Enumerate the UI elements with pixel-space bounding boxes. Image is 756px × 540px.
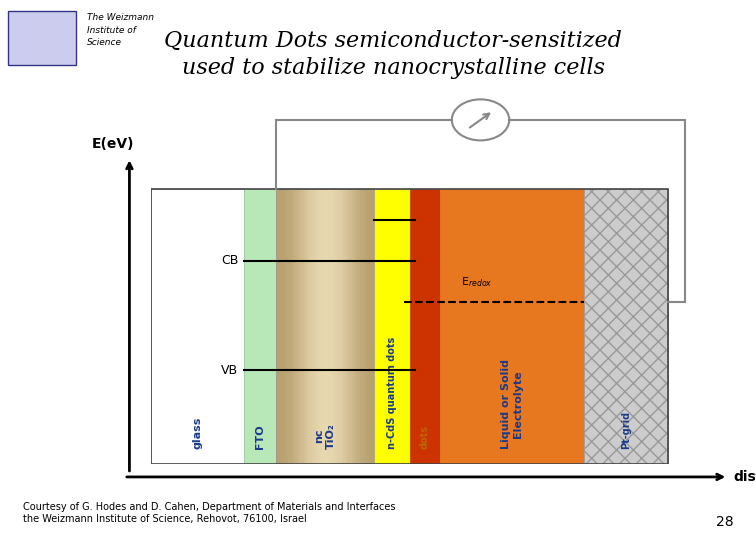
- Bar: [314, 189, 316, 464]
- Bar: [304, 189, 306, 464]
- Bar: [364, 189, 367, 464]
- Bar: [355, 189, 357, 464]
- Bar: [287, 189, 288, 464]
- Bar: [309, 189, 311, 464]
- Text: E(eV): E(eV): [91, 137, 135, 151]
- Bar: [329, 189, 331, 464]
- Text: E$_{redox}$: E$_{redox}$: [461, 275, 493, 289]
- Bar: [315, 189, 318, 464]
- Bar: [281, 189, 284, 464]
- Bar: [346, 189, 349, 464]
- Text: Science: Science: [87, 38, 122, 48]
- Bar: [305, 189, 308, 464]
- Bar: [371, 189, 373, 464]
- Bar: [321, 189, 323, 464]
- Bar: [296, 189, 298, 464]
- Text: FTO: FTO: [255, 424, 265, 449]
- Bar: [363, 189, 365, 464]
- Text: CB: CB: [221, 254, 238, 267]
- Bar: [298, 189, 300, 464]
- Bar: [333, 189, 336, 464]
- Bar: [293, 189, 295, 464]
- Bar: [294, 189, 296, 464]
- Bar: [319, 189, 321, 464]
- Bar: [278, 189, 280, 464]
- Bar: [280, 189, 282, 464]
- Bar: [290, 189, 292, 464]
- Bar: [368, 189, 370, 464]
- Bar: [291, 189, 293, 464]
- Text: The Weizmann: The Weizmann: [87, 14, 154, 23]
- Bar: [301, 189, 303, 464]
- Bar: [584, 189, 668, 464]
- Bar: [352, 189, 354, 464]
- Bar: [342, 189, 344, 464]
- Bar: [277, 189, 374, 464]
- Bar: [308, 189, 310, 464]
- Text: distance: distance: [733, 470, 756, 484]
- Bar: [353, 189, 355, 464]
- Bar: [366, 189, 368, 464]
- Bar: [373, 189, 375, 464]
- Bar: [339, 189, 341, 464]
- Bar: [283, 189, 285, 464]
- Bar: [335, 189, 337, 464]
- Bar: [284, 189, 287, 464]
- Text: Courtesy of G. Hodes and D. Cahen, Department of Materials and Interfaces
the We: Courtesy of G. Hodes and D. Cahen, Depar…: [23, 502, 395, 524]
- Bar: [410, 189, 440, 464]
- Bar: [349, 189, 351, 464]
- Bar: [340, 189, 342, 464]
- Text: Pt-grid: Pt-grid: [621, 410, 631, 449]
- Bar: [332, 189, 334, 464]
- Bar: [277, 189, 278, 464]
- Bar: [345, 189, 347, 464]
- Bar: [374, 189, 410, 464]
- Bar: [330, 189, 333, 464]
- Bar: [243, 189, 277, 464]
- Text: dots: dots: [420, 425, 429, 449]
- Text: Liquid or Solid
Electrolyte: Liquid or Solid Electrolyte: [501, 359, 522, 449]
- Text: glass: glass: [193, 416, 203, 449]
- Bar: [151, 189, 243, 464]
- Bar: [370, 189, 372, 464]
- Bar: [356, 189, 358, 464]
- Bar: [318, 189, 319, 464]
- Bar: [337, 189, 339, 464]
- Text: nc
TiO₂: nc TiO₂: [314, 423, 336, 449]
- Bar: [440, 189, 584, 464]
- Text: n-CdS quantum dots: n-CdS quantum dots: [387, 336, 397, 449]
- Text: VB: VB: [222, 364, 238, 377]
- Bar: [151, 189, 668, 464]
- Bar: [361, 189, 364, 464]
- Bar: [325, 189, 327, 464]
- Bar: [358, 189, 360, 464]
- Bar: [327, 189, 329, 464]
- Bar: [311, 189, 313, 464]
- Bar: [312, 189, 314, 464]
- Text: 28: 28: [716, 515, 733, 529]
- Text: Quantum Dots semiconductor-sensitized: Quantum Dots semiconductor-sensitized: [164, 30, 622, 52]
- Bar: [360, 189, 362, 464]
- Bar: [299, 189, 302, 464]
- Bar: [350, 189, 352, 464]
- Text: used to stabilize nanocrystalline cells: used to stabilize nanocrystalline cells: [181, 57, 605, 79]
- Bar: [322, 189, 324, 464]
- Bar: [343, 189, 345, 464]
- Bar: [302, 189, 305, 464]
- Text: Institute of: Institute of: [87, 26, 136, 35]
- Bar: [324, 189, 326, 464]
- Bar: [288, 189, 290, 464]
